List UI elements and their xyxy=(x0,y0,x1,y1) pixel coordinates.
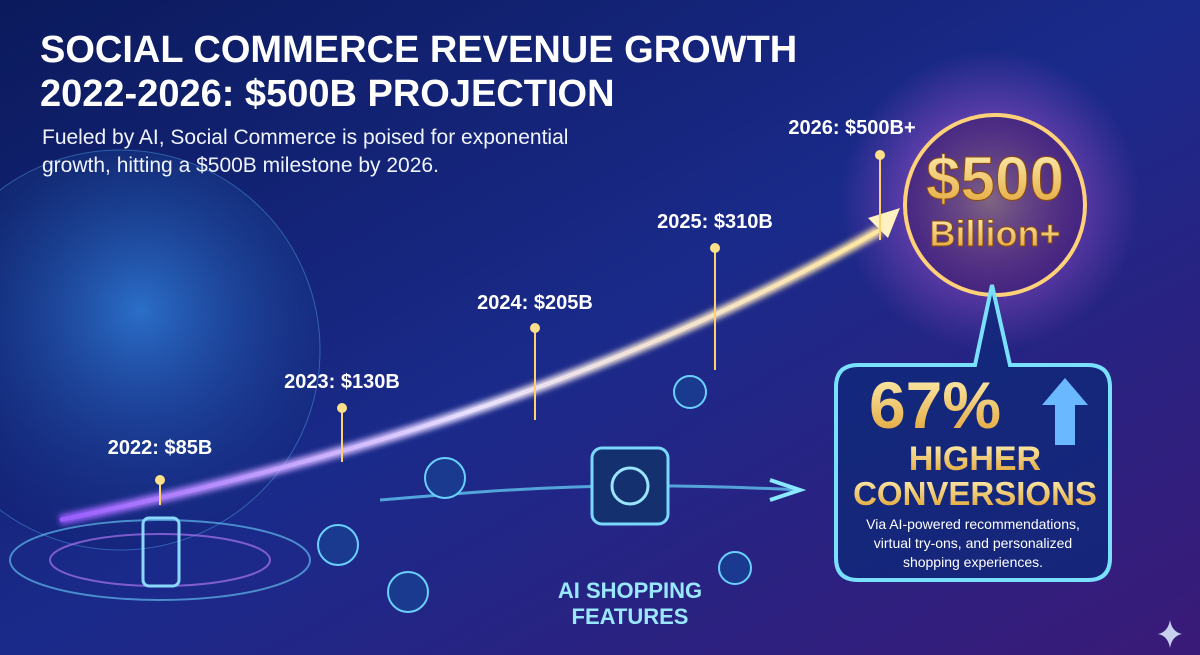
ring xyxy=(9,519,311,601)
features-label: AI SHOPPING xyxy=(558,578,702,603)
pin-dots xyxy=(155,150,885,485)
phone-icon xyxy=(141,516,181,588)
milestone-label: 2022: $85B xyxy=(108,437,213,459)
callout-stat: 67% xyxy=(869,368,1001,442)
callout-box xyxy=(834,284,1112,582)
callout-note: Via AI-powered recommendations, xyxy=(866,516,1080,532)
curve-arrowhead xyxy=(868,208,900,238)
subtitle-line: growth, hitting a $500B milestone by 202… xyxy=(42,154,439,177)
brain-icon xyxy=(610,466,650,506)
pin-dot xyxy=(155,475,165,485)
milestone-label: 2026: $500B+ xyxy=(788,117,915,139)
share-icon xyxy=(387,571,429,613)
sparkle-icon xyxy=(1158,620,1182,648)
callout-note: virtual try-ons, and personalized xyxy=(874,535,1072,551)
pin-dot xyxy=(530,323,540,333)
features-label: FEATURES xyxy=(572,604,689,629)
pin-dot xyxy=(337,403,347,413)
globe xyxy=(0,149,321,551)
callout-headline: CONVERSIONS xyxy=(853,475,1097,512)
like-icon xyxy=(317,524,359,566)
subtitle-line: Fueled by AI, Social Commerce is poised … xyxy=(42,126,568,149)
highlight-unit: Billion+ xyxy=(929,213,1060,254)
title-line: 2022-2026: $500B PROJECTION xyxy=(40,73,615,115)
like-icon xyxy=(424,457,466,499)
stream-arrow xyxy=(769,478,807,502)
data-stream xyxy=(379,484,801,502)
pin-dot xyxy=(875,150,885,160)
pin-dot xyxy=(710,243,720,253)
milestone-label: 2023: $130B xyxy=(284,371,400,393)
growth-curve xyxy=(59,228,881,522)
share-icon xyxy=(673,375,707,409)
title-line: SOCIAL COMMERCE REVENUE GROWTH xyxy=(40,29,797,71)
callout-headline: HIGHER xyxy=(909,440,1041,478)
pins xyxy=(159,157,881,505)
callout-note: shopping experiences. xyxy=(903,554,1043,570)
milestone-label: 2024: $205B xyxy=(477,292,593,314)
highlight-amount: $500 xyxy=(926,145,1064,214)
ai-chip-icon xyxy=(590,446,670,526)
milestone-label: 2025: $310B xyxy=(657,211,773,233)
chat-icon xyxy=(718,551,752,585)
up-arrow-icon xyxy=(1042,378,1088,445)
